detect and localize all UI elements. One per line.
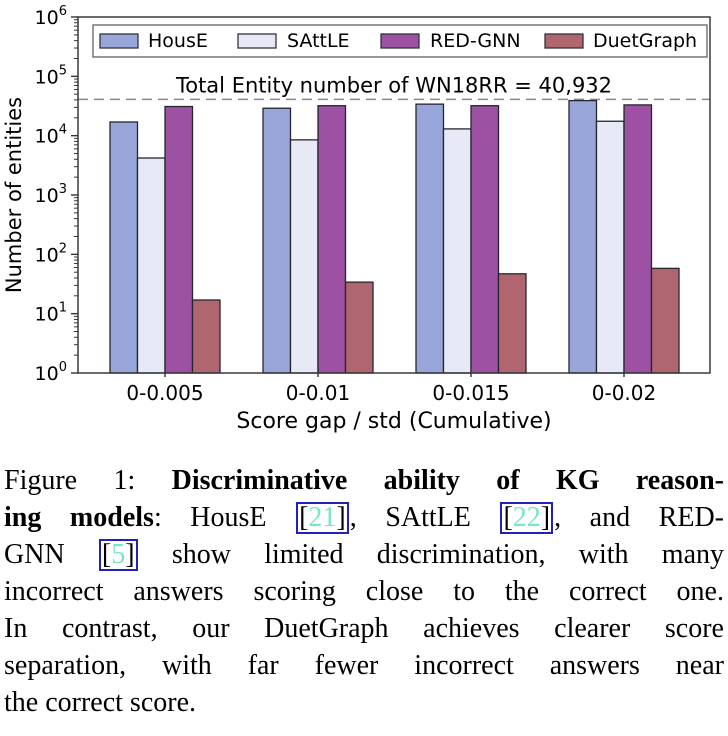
cite-close-bracket: ] (336, 502, 346, 533)
cite-open-bracket: [ (503, 502, 513, 533)
legend-label-SAttLE: SAttLE (287, 30, 350, 52)
y-tick-label: 102 (35, 241, 67, 266)
cite-open-bracket: [ (299, 502, 309, 533)
y-tick-label: 105 (35, 63, 67, 88)
citation-link[interactable]: [21] (296, 502, 349, 534)
figure-chart: Total Entity number of WN18RR = 40,932 10… (2, 4, 711, 434)
legend-label-HousE: HousE (148, 30, 208, 52)
legend-label-DuetGraph: DuetGraph (593, 30, 697, 52)
citation-link[interactable]: [22] (500, 502, 554, 534)
caption-text: show limited discrimination, with many (138, 539, 724, 570)
y-tick-label: 104 (35, 123, 67, 148)
bar-HousE-0-0.005 (109, 121, 139, 374)
y-axis-label: Number of entities (2, 97, 26, 293)
legend-box (92, 24, 708, 58)
cite-open-bracket: [ (101, 539, 112, 570)
x-tick-label: 0-0.02 (592, 381, 656, 405)
bar-SAttLE-0-0.005 (136, 157, 166, 374)
y-tick-label: 106 (35, 4, 67, 29)
caption-line: GNN [5] show limited discrimination, wit… (4, 536, 724, 573)
bar-RED-GNN-0-0.01 (317, 105, 347, 374)
y-tick-label: 100 (35, 360, 67, 385)
legend-label-RED-GNN: RED-GNN (430, 30, 521, 52)
x-tick-label: 0-0.01 (286, 381, 350, 405)
caption-line: In contrast, our DuetGraph achieves clea… (4, 610, 724, 647)
y-tick-label: 101 (35, 301, 67, 326)
caption-bold-text: Discriminative ability of KG reason- (171, 465, 724, 496)
bar-SAttLE-0-0.015 (442, 128, 472, 374)
bar-HousE-0-0.02 (568, 99, 598, 374)
caption-text: , SAttLE (349, 502, 500, 533)
caption-text: In contrast, our DuetGraph achieves clea… (4, 613, 724, 644)
x-tick-label: 0-0.005 (126, 381, 203, 405)
cite-number: 21 (308, 502, 337, 533)
bar-DuetGraph-0-0.005 (191, 299, 221, 374)
caption-text: , and RED- (554, 502, 725, 533)
caption-line: ing models: HousE [21], SAttLE [22], and… (4, 499, 724, 536)
bar-DuetGraph-0-0.01 (344, 281, 374, 374)
caption-text: the correct score. (4, 687, 196, 718)
bar-SAttLE-0-0.01 (289, 139, 319, 374)
caption-bold-text: ing models (4, 502, 154, 533)
caption-text: Figure 1: (4, 465, 172, 496)
caption-line: Figure 1: Discriminative ability of KG r… (4, 462, 724, 499)
bar-RED-GNN-0-0.02 (623, 104, 653, 374)
caption-line: the correct score. (4, 684, 724, 721)
caption-text: incorrect answers scoring close to the c… (4, 576, 724, 607)
bar-HousE-0-0.015 (415, 103, 445, 374)
reference-line-label: Total Entity number of WN18RR = 40,932 (175, 73, 612, 97)
bar-DuetGraph-0-0.015 (497, 273, 527, 374)
bar-SAttLE-0-0.02 (595, 120, 625, 374)
legend-swatch-SAttLE (237, 33, 277, 49)
figure-caption: Figure 1: Discriminative ability of KG r… (0, 456, 728, 721)
bar-HousE-0-0.01 (262, 107, 292, 374)
caption-line: separation, with far fewer incorrect ans… (4, 647, 724, 684)
cite-close-bracket: ] (125, 539, 135, 570)
cite-number: 22 (512, 502, 541, 533)
legend-swatch-DuetGraph (544, 33, 584, 49)
caption-text: : HousE (153, 502, 296, 533)
bar-RED-GNN-0-0.005 (164, 105, 194, 374)
caption-text: separation, with far fewer incorrect ans… (4, 650, 724, 681)
cite-close-bracket: ] (540, 502, 551, 533)
bar-RED-GNN-0-0.015 (470, 105, 500, 374)
y-tick-label: 103 (35, 182, 67, 207)
bar-DuetGraph-0-0.02 (650, 267, 680, 374)
citation-link[interactable]: [5] (98, 539, 138, 571)
cite-number: 5 (111, 539, 126, 570)
caption-text: GNN (4, 539, 98, 570)
x-axis-label: Score gap / std (Cumulative) (236, 409, 551, 434)
legend-swatch-HousE (99, 33, 139, 49)
legend-swatch-RED-GNN (380, 33, 420, 49)
caption-line: incorrect answers scoring close to the c… (4, 573, 724, 610)
x-tick-label: 0-0.015 (432, 381, 509, 405)
